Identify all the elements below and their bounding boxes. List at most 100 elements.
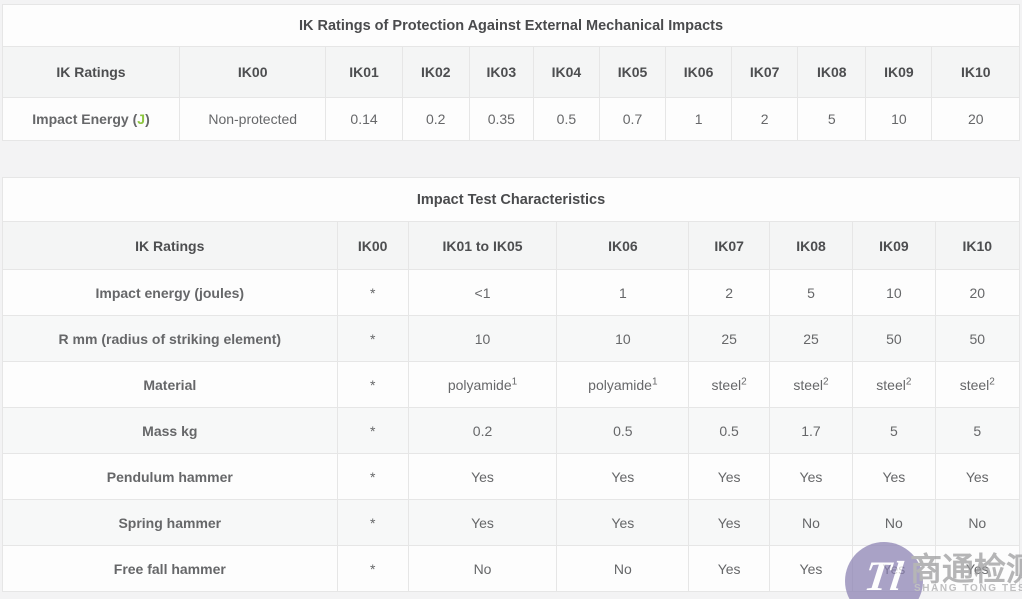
column-header-ik-ratings: IK Ratings (2, 46, 180, 98)
table-cell: 10 (407, 315, 558, 362)
table-cell: 2 (688, 269, 770, 316)
column-header-ik09: IK09 (865, 46, 933, 98)
table-cell: 25 (688, 315, 770, 362)
table-row-material: Material * polyamide1 polyamide1 steel2 … (2, 361, 1021, 408)
table-row: Impact Energy (J) Non-protected 0.14 0.2… (2, 97, 1020, 141)
column-header-ik01: IK01 (325, 46, 403, 98)
table-cell: Yes (556, 453, 690, 500)
column-header-ik02: IK02 (401, 46, 470, 98)
table-cell: 10 (556, 315, 690, 362)
table-cell: Yes (934, 545, 1021, 592)
table-cell: 10 (865, 97, 933, 141)
table-cell: steel2 (688, 361, 770, 408)
table-cell: 0.7 (598, 97, 667, 141)
row-label: Spring hammer (2, 499, 338, 546)
table-cell: * (336, 315, 409, 362)
table-cell: 0.5 (532, 97, 600, 141)
table-cell: * (336, 407, 409, 454)
table-row-spring-hammer: Spring hammer * Yes Yes Yes No No No (2, 499, 1021, 546)
table-cell: No (934, 499, 1021, 546)
row-label: R mm (radius of striking element) (2, 315, 338, 362)
table-cell: steel2 (852, 361, 936, 408)
table-cell: polyamide1 (556, 361, 690, 408)
table-cell: 0.35 (468, 97, 534, 141)
table-cell: Yes (768, 453, 854, 500)
table-row-free-fall-hammer: Free fall hammer * No No Yes Yes Yes Yes (2, 545, 1021, 592)
row-label: Pendulum hammer (2, 453, 338, 500)
column-header-ik01-to-ik05: IK01 to IK05 (407, 221, 558, 270)
row-label-text: Impact Energy ( (32, 111, 138, 127)
table1-title: IK Ratings of Protection Against Externa… (2, 4, 1020, 47)
table-cell: 20 (934, 269, 1021, 316)
column-header-ik00: IK00 (336, 221, 409, 270)
table-cell: Yes (852, 453, 936, 500)
column-header-ik07: IK07 (731, 46, 799, 98)
table-cell: * (336, 453, 409, 500)
column-header-ik10: IK10 (934, 221, 1021, 270)
joule-unit: J (137, 111, 146, 127)
table-cell: Yes (407, 499, 558, 546)
table-cell: steel2 (934, 361, 1021, 408)
table-cell: 1 (665, 97, 733, 141)
table-cell: Yes (768, 545, 854, 592)
column-header-ik10: IK10 (931, 46, 1020, 98)
column-header-ik05: IK05 (598, 46, 667, 98)
row-label-text: ) (145, 111, 150, 127)
table-cell: * (336, 499, 409, 546)
table-cell: 5 (934, 407, 1021, 454)
table-cell: <1 (407, 269, 558, 316)
column-header-ik09: IK09 (852, 221, 936, 270)
table-row: IK Ratings of Protection Against Externa… (2, 4, 1020, 47)
table-cell: * (336, 361, 409, 408)
row-label: Mass kg (2, 407, 338, 454)
table-cell: No (768, 499, 854, 546)
impact-test-characteristics-table: Impact Test Characteristics IK Ratings I… (2, 177, 1021, 592)
table-cell: 0.5 (556, 407, 690, 454)
column-header-ik06: IK06 (665, 46, 733, 98)
table-cell: * (336, 545, 409, 592)
table-cell: 50 (934, 315, 1021, 362)
ik-ratings-table: IK Ratings of Protection Against Externa… (2, 4, 1020, 141)
table-cell: 2 (731, 97, 799, 141)
column-header-ik-ratings: IK Ratings (2, 221, 338, 270)
row-label-impact-energy: Impact Energy (J) (2, 97, 180, 141)
column-header-ik03: IK03 (468, 46, 534, 98)
table-cell: No (852, 499, 936, 546)
row-label: Free fall hammer (2, 545, 338, 592)
table-row-impact-energy: Impact energy (joules) * <1 1 2 5 10 20 (2, 269, 1021, 316)
table-cell: 10 (852, 269, 936, 316)
table-cell: 5 (852, 407, 936, 454)
table-cell: No (407, 545, 558, 592)
column-header-ik08: IK08 (797, 46, 867, 98)
table-cell: Yes (556, 499, 690, 546)
table-cell: 1.7 (768, 407, 854, 454)
table-cell: Yes (688, 453, 770, 500)
column-header-ik08: IK08 (768, 221, 854, 270)
table-row-pendulum-hammer: Pendulum hammer * Yes Yes Yes Yes Yes Ye… (2, 453, 1021, 500)
column-header-ik00: IK00 (178, 46, 327, 98)
table-cell: polyamide1 (407, 361, 558, 408)
table2-title: Impact Test Characteristics (2, 177, 1020, 222)
table-cell: 0.2 (401, 97, 470, 141)
table-cell: Yes (688, 545, 770, 592)
table-cell: 5 (768, 269, 854, 316)
table-header-row: IK Ratings IK00 IK01 IK02 IK03 IK04 IK05… (2, 46, 1020, 98)
table-cell: 25 (768, 315, 854, 362)
table-cell: 20 (931, 97, 1020, 141)
table-cell: 5 (797, 97, 867, 141)
column-header-ik04: IK04 (532, 46, 600, 98)
table-cell: Non-protected (178, 97, 327, 141)
row-label: Impact energy (joules) (2, 269, 338, 316)
table-cell: Yes (852, 545, 936, 592)
table-row-radius: R mm (radius of striking element) * 10 1… (2, 315, 1021, 362)
table-row-mass: Mass kg * 0.2 0.5 0.5 1.7 5 5 (2, 407, 1021, 454)
table-header-row: IK Ratings IK00 IK01 to IK05 IK06 IK07 I… (2, 221, 1021, 270)
table-cell: No (556, 545, 690, 592)
table-cell: 0.5 (688, 407, 770, 454)
table-cell: 50 (852, 315, 936, 362)
column-header-ik06: IK06 (556, 221, 690, 270)
table-cell: 0.2 (407, 407, 558, 454)
table-cell: Yes (688, 499, 770, 546)
table-cell: * (336, 269, 409, 316)
